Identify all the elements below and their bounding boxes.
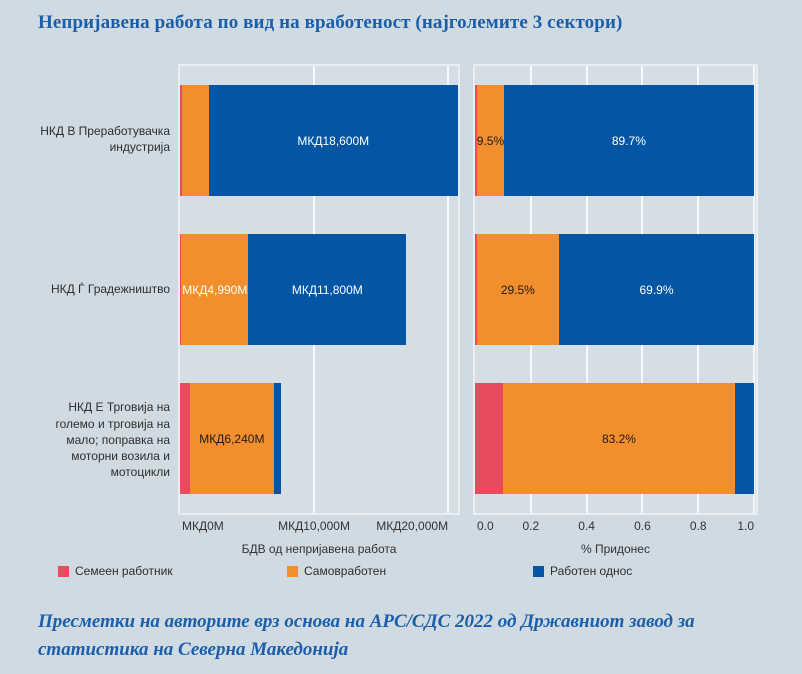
legend-swatch-icon [287, 565, 298, 577]
legend: Семеен работник Самовработен Работен однос [0, 564, 802, 582]
legend-item-self-employed[interactable]: Самовработен [287, 564, 386, 578]
legend-item-employment[interactable]: Работен однос [533, 564, 632, 578]
bar-segment-employment[interactable]: 69.9% [558, 233, 755, 346]
chart-title: Непријавена работа по вид на вработеност… [38, 12, 623, 33]
x-tick-label: 0.0 [477, 519, 494, 533]
legend-label: Работен однос [550, 564, 633, 578]
bar-row: МКД6,240М [180, 364, 458, 513]
stacked-bar: 29.5% 69.9% [475, 233, 756, 346]
gridline [447, 66, 450, 513]
bar-segment-self-employed[interactable]: 83.2% [502, 382, 736, 495]
panel-gva: МКД18,600М МКД4,990М МКД11,800М МКД6,240М [178, 64, 460, 515]
bar-segment-family-worker[interactable] [475, 382, 503, 495]
x-tick-label: МКД20,000М [376, 519, 449, 533]
source-note: Пресметки на авторите врз основа на АРС/… [38, 611, 695, 660]
legend-label: Самовработен [304, 564, 387, 578]
bar-row: 29.5% 69.9% [475, 215, 756, 364]
bar-segment-employment[interactable] [735, 382, 755, 495]
x-axis-ticks-percent: 0.0 0.2 0.4 0.6 0.8 1.0 [475, 519, 756, 535]
x-axis-ticks-gva: МКД0М МКД10,000М МКД20,000М [180, 519, 458, 535]
x-axis-title-gva: БДВ од непријавена работа [241, 542, 397, 556]
bar-segment-self-employed[interactable] [182, 84, 209, 197]
bar-segment-family-worker[interactable] [475, 84, 478, 197]
bar-segment-self-employed[interactable]: МКД4,990М [181, 233, 249, 346]
bar-segment-family-worker[interactable] [180, 84, 183, 197]
bar-row: 9.5% 89.7% [475, 66, 756, 215]
stacked-bar: 83.2% [475, 382, 756, 495]
stacked-bar: 9.5% 89.7% [475, 84, 756, 197]
x-tick-label: 0.4 [578, 519, 595, 533]
bar-segment-self-employed[interactable]: 9.5% [477, 84, 504, 197]
x-tick-label: МКД0М [182, 519, 224, 533]
x-tick-label: 1.0 [737, 519, 755, 533]
bar-segment-family-worker[interactable] [180, 233, 182, 346]
bar-segment-family-worker[interactable] [475, 233, 477, 346]
bar-row: МКД4,990М МКД11,800М [180, 215, 458, 364]
panel-percent: 9.5% 89.7% 29.5% 69.9% 83.2% [473, 64, 758, 515]
x-tick-label: 0.8 [689, 519, 707, 533]
bar-segment-self-employed[interactable]: МКД6,240М [190, 382, 274, 495]
legend-swatch-icon [533, 565, 544, 577]
stacked-bar: МКД6,240М [180, 382, 458, 495]
x-tick-label: МКД10,000М [278, 519, 350, 533]
bar-row: МКД18,600М [180, 66, 458, 215]
bar-segment-employment[interactable]: МКД11,800М [248, 233, 407, 346]
bar-row: 83.2% [475, 364, 756, 513]
category-label: НКД Е Трговија на големо и трговија на м… [55, 400, 170, 480]
stacked-bar: МКД4,990М МКД11,800М [180, 233, 458, 346]
bar-segment-employment[interactable] [273, 382, 281, 495]
category-label: НКД Ѓ Градежништво [50, 282, 170, 297]
legend-item-family-worker[interactable]: Семеен работник [58, 564, 173, 578]
gridline [753, 66, 756, 513]
x-tick-label: 0.6 [634, 519, 651, 533]
legend-swatch-icon [58, 565, 69, 577]
legend-label: Семеен работник [75, 564, 173, 578]
x-axis-title-percent: % Придонес [581, 542, 650, 556]
category-label: НКД В Преработувачка индустрија [40, 123, 170, 155]
bar-segment-employment[interactable]: МКД18,600М [208, 84, 458, 197]
x-tick-label: 0.2 [522, 519, 540, 533]
bar-segment-family-worker[interactable] [180, 382, 191, 495]
bar-segment-self-employed[interactable]: 29.5% [476, 233, 559, 346]
bar-segment-employment[interactable]: 89.7% [503, 84, 755, 197]
category-axis: НКД В Преработувачка индустрија НКД Ѓ Гра… [26, 64, 170, 515]
stacked-bar: МКД18,600М [180, 84, 458, 197]
